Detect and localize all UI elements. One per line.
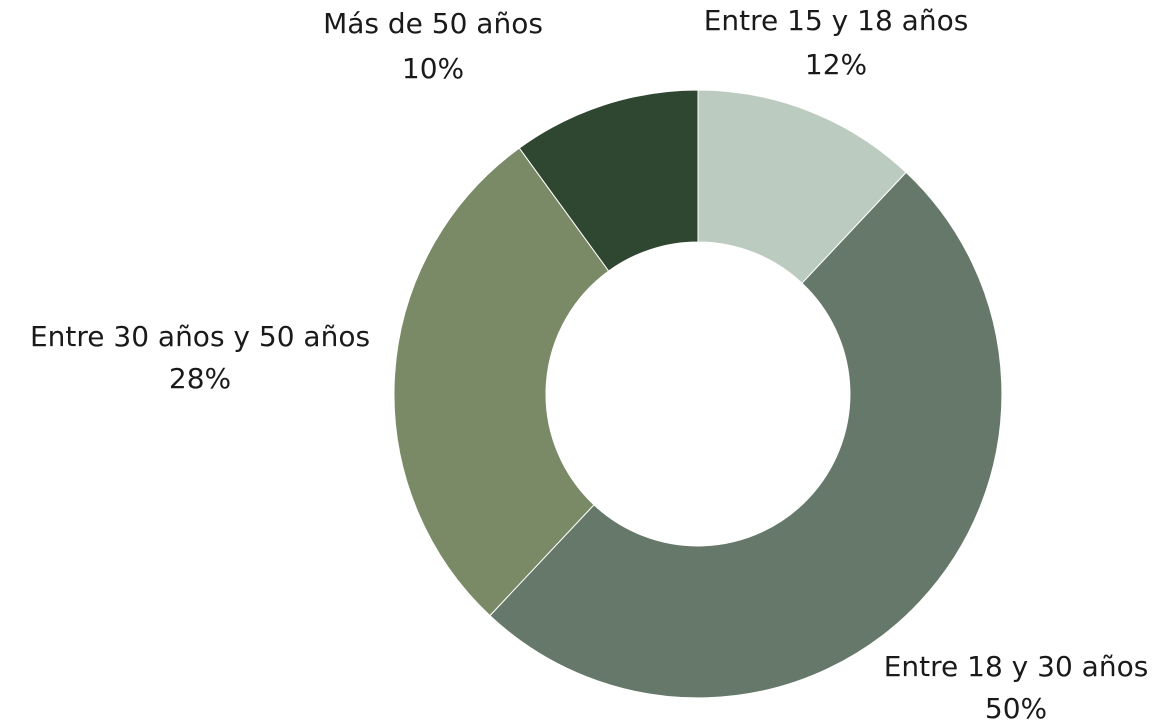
donut-slice — [393, 147, 610, 617]
slice-category-label: Entre 15 y 18 años — [704, 4, 969, 37]
slice-category-label: Entre 18 y 30 años — [884, 650, 1149, 683]
slice-value-label: 50% — [985, 692, 1047, 724]
slice-category-label: Más de 50 años — [323, 7, 543, 40]
slice-value-label: 10% — [402, 52, 464, 85]
donut-slice — [518, 89, 699, 272]
slice-category-label: Entre 30 años y 50 años — [30, 320, 370, 353]
slice-value-label: 12% — [805, 48, 867, 81]
slice-value-label: 28% — [169, 362, 231, 395]
donut-slice — [489, 171, 1003, 699]
